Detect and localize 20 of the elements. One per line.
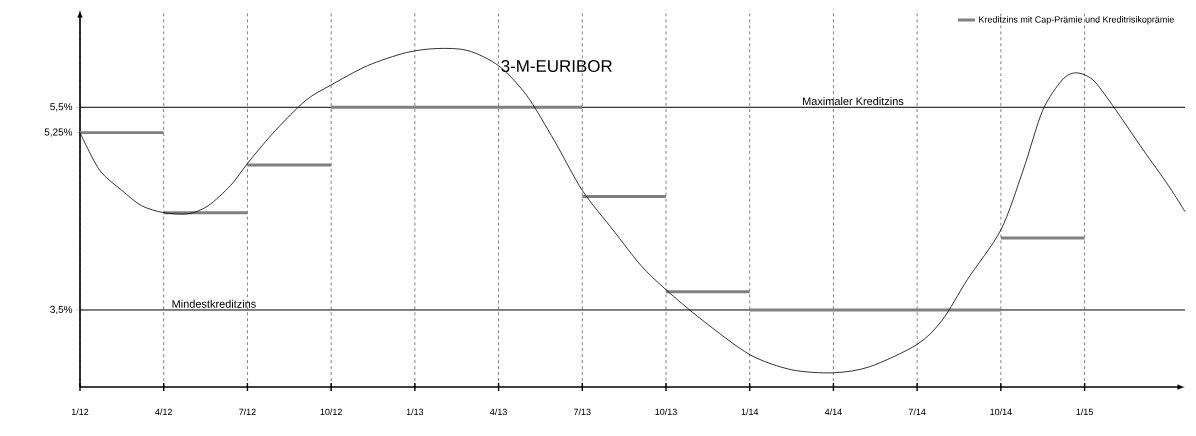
- series-label: 3-M-EURIBOR: [501, 60, 612, 73]
- x-tick-label: 10/14: [990, 408, 1012, 416]
- y-tick-label: 5,5%: [50, 103, 73, 112]
- x-tick-label: 7/13: [574, 408, 591, 416]
- x-tick-label: 4/12: [155, 408, 172, 416]
- x-tick-label: 10/12: [320, 408, 342, 416]
- x-tick-label: 7/14: [908, 408, 926, 416]
- x-tick-label: 10/13: [655, 408, 677, 416]
- x-tick-label: 1/15: [1076, 408, 1093, 416]
- x-tick-label: 1/12: [71, 408, 89, 416]
- ref-line-label: Mindestkreditzins: [172, 299, 256, 308]
- x-tick-label: 1/14: [741, 408, 759, 416]
- x-tick-label: 1/13: [406, 408, 424, 416]
- legend-label: Kreditzins mit Cap-Prämie und Kreditrisikoprämie: [979, 16, 1174, 25]
- y-tick-label: 3,5%: [50, 305, 73, 315]
- x-tick-label: 7/12: [239, 408, 256, 416]
- x-tick-label: 4/13: [490, 408, 507, 416]
- y-tick-label: 5,25%: [44, 128, 73, 137]
- x-tick-label: 4/14: [824, 408, 842, 416]
- ref-line-label: Maximaler Kreditzins: [803, 97, 904, 106]
